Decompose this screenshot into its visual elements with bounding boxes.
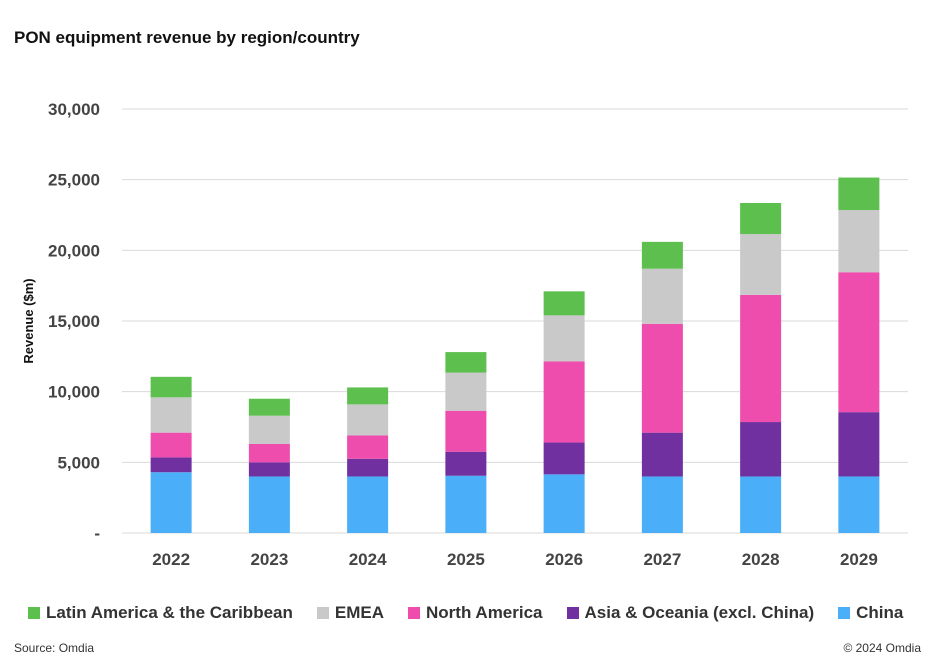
legend-label: Latin America & the Caribbean — [46, 603, 293, 622]
bar-segment — [347, 435, 389, 459]
bar-segment — [641, 432, 683, 477]
bar-segment — [543, 474, 585, 533]
bar-segment — [248, 398, 290, 416]
y-tick-label: 25,000 — [48, 171, 100, 190]
y-tick-label: 20,000 — [48, 241, 100, 260]
bar-segment — [248, 415, 290, 444]
source-note: Source: Omdia — [14, 641, 95, 655]
bar-segment — [543, 361, 585, 443]
bar-segment — [150, 376, 192, 398]
bars — [150, 177, 880, 533]
bar-segment — [838, 272, 880, 413]
copyright-note: © 2024 Omdia — [843, 641, 921, 655]
legend-item: Latin America & the Caribbean — [28, 603, 293, 623]
bar-segment — [347, 404, 389, 436]
y-tick-label: 30,000 — [48, 100, 100, 119]
bar-segment — [347, 458, 389, 477]
y-axis-label: Revenue ($m) — [21, 278, 36, 363]
bar-segment — [740, 422, 782, 477]
legend-item: Asia & Oceania (excl. China) — [566, 603, 815, 623]
y-tick-label: 15,000 — [48, 312, 100, 331]
y-tick-label: 10,000 — [48, 383, 100, 402]
legend-swatch — [838, 607, 851, 619]
bar-segment — [838, 476, 880, 533]
legend: Latin America & the Caribbean EMEA North A… — [28, 601, 903, 625]
bar-segment — [838, 177, 880, 211]
x-tick-label: 2022 — [152, 550, 190, 569]
legend-swatch — [408, 607, 420, 619]
bar-segment — [838, 412, 880, 477]
legend-item: North America — [408, 603, 543, 623]
bar-segment — [641, 323, 683, 433]
legend-swatch — [566, 607, 579, 619]
legend-swatch — [28, 607, 40, 619]
x-tick-label: 2028 — [742, 550, 780, 569]
legend-swatch — [316, 607, 329, 619]
bar-segment — [740, 294, 782, 423]
bar-segment — [248, 462, 290, 477]
y-tick-label: 5,000 — [57, 453, 100, 472]
bar-segment — [150, 432, 192, 458]
bar-segment — [838, 210, 880, 273]
chart-title: PON equipment revenue by region/country — [14, 28, 360, 47]
bar-segment — [740, 234, 782, 295]
bar-segment — [445, 410, 487, 452]
bar-segment — [445, 372, 487, 411]
legend-label: EMEA — [334, 603, 384, 622]
legend-label: Asia & Oceania (excl. China) — [584, 603, 815, 622]
stacked-bar-chart: - 5,000 10,000 15,000 20,000 25,000 30,000 202… — [21, 100, 908, 569]
bar-segment — [347, 476, 389, 533]
x-tick-label: 2026 — [545, 550, 583, 569]
bar-segment — [641, 268, 683, 324]
y-tick-label: - — [94, 524, 100, 543]
x-tick-label: 2025 — [447, 550, 485, 569]
gridlines — [122, 108, 908, 534]
legend-item: EMEA — [316, 603, 384, 623]
x-tick-label: 2029 — [840, 550, 878, 569]
legend-label: China — [856, 603, 904, 622]
x-tick-label: 2027 — [643, 550, 681, 569]
bar-segment — [248, 443, 290, 463]
bar-segment — [641, 241, 683, 269]
bar-segment — [445, 475, 487, 533]
bar-segment — [150, 397, 192, 433]
bar-segment — [248, 476, 290, 533]
legend-label: North America — [426, 603, 543, 622]
bar-segment — [347, 387, 389, 405]
bar-segment — [543, 291, 585, 316]
bar-segment — [150, 457, 192, 473]
bar-segment — [150, 472, 192, 533]
legend-item: China — [838, 603, 903, 623]
bar-segment — [641, 476, 683, 533]
x-tick-label: 2023 — [250, 550, 288, 569]
bar-segment — [740, 476, 782, 533]
bar-segment — [740, 202, 782, 235]
y-axis-ticks: - 5,000 10,000 15,000 20,000 25,000 30,000 — [48, 100, 100, 543]
bar-segment — [543, 442, 585, 475]
x-tick-label: 2024 — [349, 550, 387, 569]
bar-segment — [543, 315, 585, 362]
x-axis-ticks: 2022 2023 2024 2025 2026 2027 2028 2029 — [152, 550, 878, 569]
bar-segment — [445, 352, 487, 373]
bar-segment — [445, 451, 487, 476]
